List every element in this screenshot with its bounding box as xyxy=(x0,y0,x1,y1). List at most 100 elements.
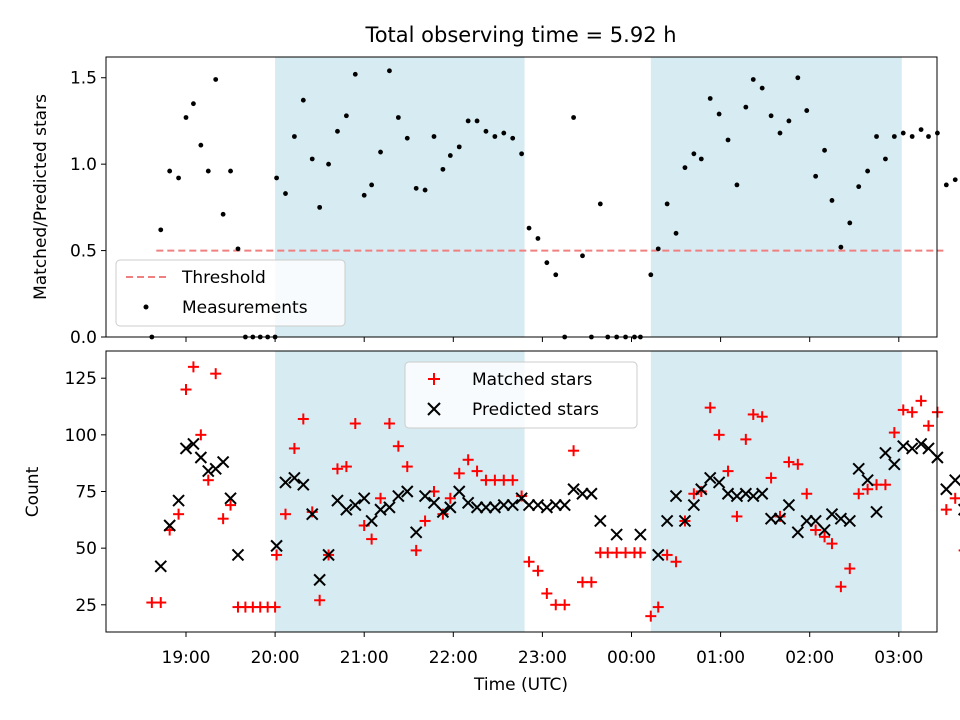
matched-star-point xyxy=(940,504,952,516)
predicted-star-point xyxy=(374,503,387,516)
shaded-interval xyxy=(650,351,902,632)
matched-star-point xyxy=(453,467,465,479)
measurement-point xyxy=(191,101,196,107)
predicted-star-point xyxy=(861,473,874,487)
predicted-star-point xyxy=(879,446,892,460)
predicted-star-point xyxy=(488,501,502,514)
measurement-point xyxy=(759,85,765,91)
predicted-star-point xyxy=(154,560,167,573)
measurement-point xyxy=(483,128,489,134)
measurement-point xyxy=(292,134,297,139)
ratio-panel-legend-box xyxy=(115,259,346,327)
measurement-point xyxy=(413,185,419,191)
measurement-point xyxy=(891,134,897,139)
matched-star-point xyxy=(810,524,822,536)
legend-predicted-swatch xyxy=(427,402,441,416)
x-tick-label: 00:00 xyxy=(607,648,656,668)
legend-threshold-label: Threshold xyxy=(181,268,266,288)
measurement-point xyxy=(440,166,446,172)
measurement-point xyxy=(544,260,550,266)
predicted-star-point xyxy=(870,505,883,519)
matched-star-point xyxy=(923,420,934,432)
matched-star-point xyxy=(269,601,281,613)
y-tick-label: 75 xyxy=(75,483,97,503)
measurement-point xyxy=(918,127,924,132)
measurement-point xyxy=(501,130,507,136)
x-tick-label: 23:00 xyxy=(518,648,567,668)
measurement-point xyxy=(422,187,428,193)
ratio-panel-x-ticks xyxy=(185,337,900,342)
measurement-point xyxy=(813,173,819,179)
measurement-point xyxy=(213,77,219,82)
ratio-panel: 0.0 0.5 1.0 1.5 Matched/Predicted stars Thr… xyxy=(31,56,958,348)
matched-star-point xyxy=(507,474,519,486)
x-tick-label: 03:00 xyxy=(874,648,923,668)
predicted-star-point xyxy=(730,489,744,503)
measurement-point xyxy=(369,182,375,188)
measurement-point xyxy=(492,134,498,139)
measurement-point xyxy=(198,142,204,148)
measurement-point xyxy=(716,111,722,117)
matched-star-point xyxy=(792,458,804,470)
predicted-star-point xyxy=(497,498,510,512)
matched-star-point xyxy=(731,510,743,522)
matched-star-point xyxy=(949,492,960,504)
predicted-star-point xyxy=(392,489,405,503)
matched-star-point xyxy=(210,368,222,380)
predicted-star-point xyxy=(652,548,665,562)
measurement-point xyxy=(786,118,792,124)
legend-matched-swatch xyxy=(428,373,440,385)
matched-star-point xyxy=(670,556,682,568)
count-panel-shaded-intervals xyxy=(275,351,902,632)
predicted-star-point xyxy=(843,514,857,528)
measurement-point xyxy=(235,246,241,252)
predicted-star-point xyxy=(522,498,536,512)
predicted-star-point xyxy=(349,498,362,512)
matched-star-point xyxy=(383,418,395,430)
matched-star-point xyxy=(173,508,185,520)
matched-star-point xyxy=(401,461,413,473)
matched-star-point xyxy=(202,474,214,486)
y-tick-label: 1.5 xyxy=(70,69,97,89)
x-tick-label: 01:00 xyxy=(696,648,745,668)
measurement-point xyxy=(335,128,340,134)
predicted-star-point xyxy=(610,528,623,541)
matched-star-point xyxy=(279,508,291,520)
matched-star-point xyxy=(645,610,657,622)
measurement-point xyxy=(465,118,471,124)
matched-star-point xyxy=(661,549,673,561)
measurement-point xyxy=(655,246,661,252)
measurement-point xyxy=(526,225,532,231)
matched-star-point xyxy=(314,594,326,606)
predicted-star-point xyxy=(163,519,176,532)
predicted-star-point xyxy=(549,498,562,512)
matched-star-point xyxy=(392,440,404,452)
predicted-star-point xyxy=(540,501,554,514)
y-tick-label: 1.0 xyxy=(70,155,97,175)
matched-star-point xyxy=(756,411,768,423)
predicted-star-point xyxy=(270,539,283,553)
predicted-star-point xyxy=(914,437,928,451)
matched-star-point xyxy=(906,406,918,418)
predicted-star-point xyxy=(187,437,200,451)
predicted-star-point xyxy=(340,503,353,516)
matched-star-point xyxy=(559,599,571,611)
predicted-star-point xyxy=(365,514,378,528)
matched-star-point xyxy=(471,465,483,477)
measurement-point xyxy=(474,118,480,124)
matched-star-point xyxy=(444,492,456,504)
predicted-star-point xyxy=(194,451,208,464)
measurement-point xyxy=(167,168,173,174)
matched-star-point xyxy=(366,533,378,545)
matched-star-point xyxy=(187,361,199,373)
legend-predicted-label: Predicted stars xyxy=(472,400,599,420)
measurements-series xyxy=(149,68,958,340)
measurement-point xyxy=(274,175,279,181)
measurement-point xyxy=(750,77,756,82)
matched-star-point xyxy=(634,547,646,559)
x-tick-label: 21:00 xyxy=(340,648,389,668)
ratio-panel-frame xyxy=(105,56,938,338)
matched-star-point xyxy=(217,513,229,525)
measurement-point xyxy=(205,168,211,174)
